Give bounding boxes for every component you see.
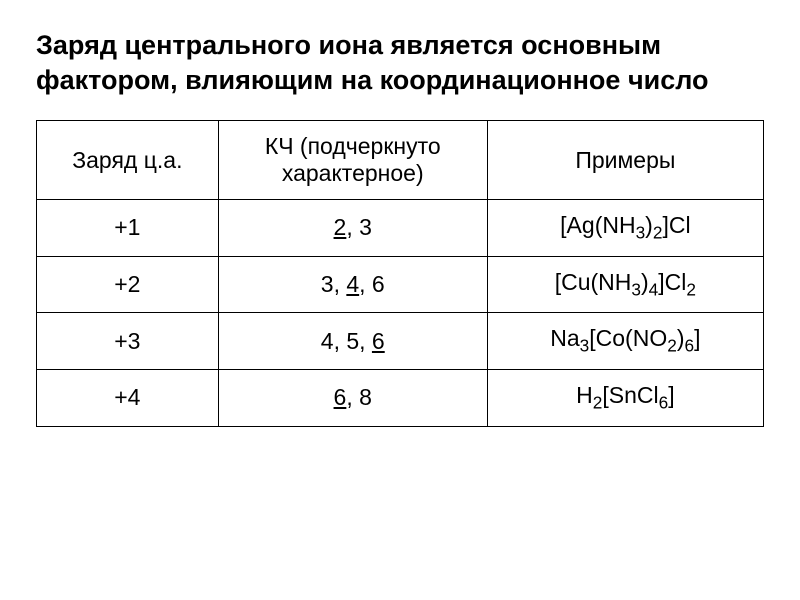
kch-value: 3 <box>359 214 372 240</box>
kch-value: 3 <box>321 271 334 297</box>
kch-value: 4 <box>321 328 334 354</box>
kch-value: 2 <box>334 214 347 240</box>
table-header-row: Заряд ц.а. КЧ (подчеркнуто характерное) … <box>37 121 764 200</box>
kch-value: 6 <box>372 328 385 354</box>
cell-kch: 4, 5, 6 <box>218 313 487 370</box>
kch-value: 4 <box>346 271 359 297</box>
kch-value: 6 <box>372 271 385 297</box>
table-row: +34, 5, 6Na3[Co(NO2)6] <box>37 313 764 370</box>
kch-value: 6 <box>334 384 347 410</box>
col-header-examples: Примеры <box>487 121 763 200</box>
cell-example: Na3[Co(NO2)6] <box>487 313 763 370</box>
cell-charge: +4 <box>37 369 219 426</box>
cell-charge: +2 <box>37 256 219 313</box>
cell-example: [Ag(NH3)2]Cl <box>487 200 763 257</box>
col-header-charge: Заряд ц.а. <box>37 121 219 200</box>
kch-value: 5 <box>346 328 359 354</box>
table-row: +46, 8H2[SnCl6] <box>37 369 764 426</box>
data-table: Заряд ц.а. КЧ (подчеркнуто характерное) … <box>36 120 764 426</box>
table-row: +23, 4, 6[Cu(NH3)4]Cl2 <box>37 256 764 313</box>
cell-example: H2[SnCl6] <box>487 369 763 426</box>
cell-kch: 2, 3 <box>218 200 487 257</box>
table-row: +12, 3[Ag(NH3)2]Cl <box>37 200 764 257</box>
cell-example: [Cu(NH3)4]Cl2 <box>487 256 763 313</box>
page-title: Заряд центрального иона является основны… <box>36 28 764 98</box>
kch-value: 8 <box>359 384 372 410</box>
col-header-kch: КЧ (подчеркнуто характерное) <box>218 121 487 200</box>
cell-kch: 6, 8 <box>218 369 487 426</box>
cell-charge: +1 <box>37 200 219 257</box>
cell-charge: +3 <box>37 313 219 370</box>
cell-kch: 3, 4, 6 <box>218 256 487 313</box>
